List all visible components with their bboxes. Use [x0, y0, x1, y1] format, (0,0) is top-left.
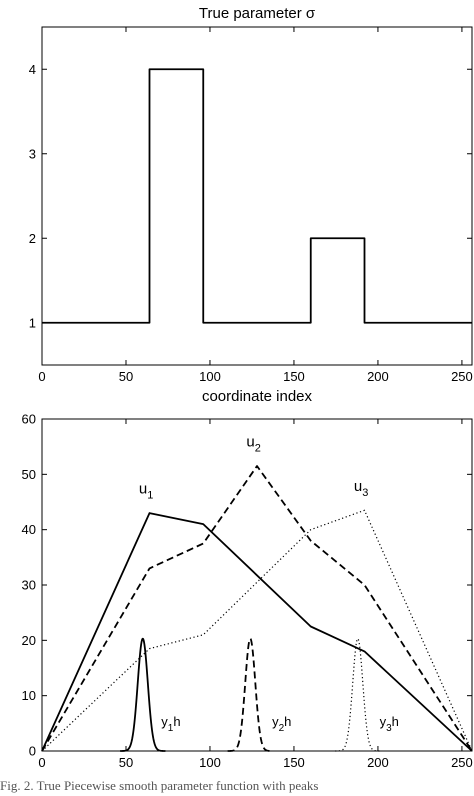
y-tick-label: 1	[29, 315, 36, 330]
x-tick-label: 100	[199, 369, 221, 384]
x-tick-label: 0	[38, 755, 45, 770]
y-tick-label: 2	[29, 231, 36, 246]
y-tick-label: 60	[22, 412, 36, 427]
peak-annotation: y3h	[380, 714, 399, 734]
x-tick-label: 200	[367, 755, 389, 770]
curve-annotation: u3	[354, 478, 368, 499]
bottom-plot: 0 50 100 150 200 250 0 10 20 30 40 50 60 u1 u2 u3 y1h y2h…	[22, 412, 473, 771]
curve-annotation: u2	[246, 434, 260, 455]
x-axis-label: coordinate index	[202, 388, 313, 405]
y-tick-label: 30	[22, 578, 36, 593]
curve-solid-series	[42, 68, 472, 324]
y-tick-label: 3	[29, 146, 36, 161]
y-tick-label: 20	[22, 633, 36, 648]
peak-dashed-series	[227, 637, 274, 752]
axes-frame	[41, 418, 473, 752]
x-tick-label: 50	[119, 755, 133, 770]
peak-solid-series	[119, 637, 166, 752]
figure-caption: Fig. 2. True Piecewise smooth parameter …	[0, 778, 319, 793]
x-tick-label: 0	[38, 369, 45, 384]
peak-annotation: y2h	[272, 714, 291, 734]
y-tick-label: 4	[29, 62, 36, 77]
curve-annotation: u1	[139, 481, 153, 502]
x-tick-label: 250	[451, 755, 473, 770]
y-tick-label: 0	[29, 744, 36, 759]
top-plot: 0 50 100 150 200 250 1 2 3 4 True parameter σ coord…	[29, 5, 473, 405]
y-tick-label: 40	[22, 522, 36, 537]
x-tick-label: 200	[367, 369, 389, 384]
x-tick-label: 150	[283, 755, 305, 770]
curve-dotted-series	[41, 509, 473, 752]
curve-dashed-series	[41, 465, 473, 752]
y-tick-label: 10	[22, 688, 36, 703]
x-tick-label: 250	[451, 369, 473, 384]
peak-annotation: y1h	[161, 714, 180, 734]
chart-title: True parameter σ	[199, 5, 316, 22]
x-tick-label: 100	[199, 755, 221, 770]
axes-frame	[41, 26, 473, 366]
x-tick-label: 150	[283, 369, 305, 384]
y-tick-label: 50	[22, 467, 36, 482]
curve-solid-series	[41, 512, 473, 752]
peak-dotted-series	[334, 638, 381, 752]
x-tick-label: 50	[119, 369, 133, 384]
